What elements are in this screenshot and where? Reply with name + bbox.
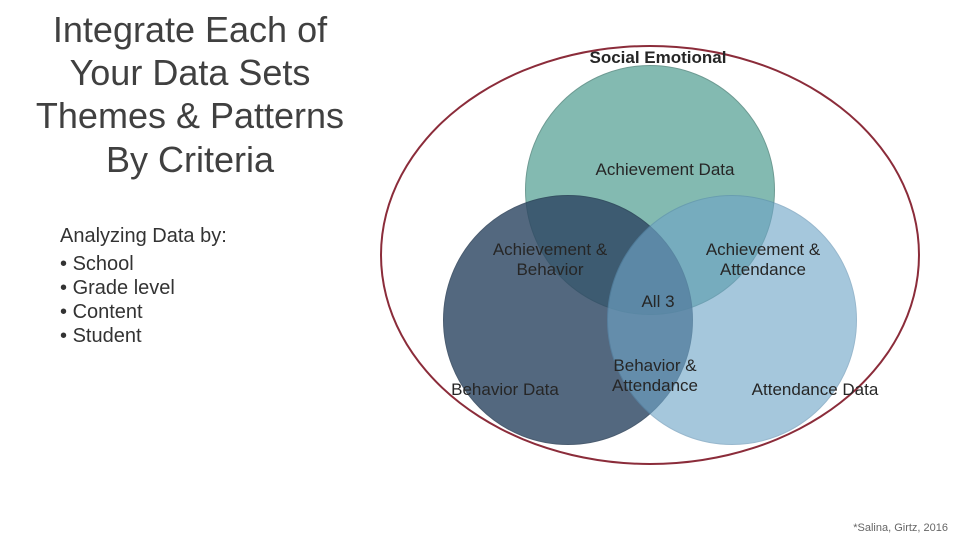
citation: *Salina, Girtz, 2016 xyxy=(853,522,948,534)
slide-title: Integrate Each of Your Data Sets Themes … xyxy=(20,8,360,181)
label-attendance-data: Attendance Data xyxy=(740,380,890,400)
list-item: Student xyxy=(60,325,175,348)
label-achievement-attendance: Achievement & Attendance xyxy=(698,240,828,279)
label-achievement-behavior: Achievement & Behavior xyxy=(490,240,610,279)
circle-attendance xyxy=(607,195,857,445)
label-social-emotional: Social Emotional xyxy=(578,48,738,68)
slide: Integrate Each of Your Data Sets Themes … xyxy=(0,0,960,540)
list-item: School xyxy=(60,253,175,276)
venn-diagram: Social Emotional Achievement Data Behavi… xyxy=(370,30,940,490)
criteria-list: School Grade level Content Student xyxy=(60,252,175,348)
label-behavior-data: Behavior Data xyxy=(440,380,570,400)
analyzing-subheading: Analyzing Data by: xyxy=(60,225,227,248)
label-all-three: All 3 xyxy=(638,292,678,312)
list-item: Content xyxy=(60,301,175,324)
label-achievement-data: Achievement Data xyxy=(570,160,760,180)
label-behavior-attendance: Behavior & Attendance xyxy=(600,356,710,395)
list-item: Grade level xyxy=(60,277,175,300)
